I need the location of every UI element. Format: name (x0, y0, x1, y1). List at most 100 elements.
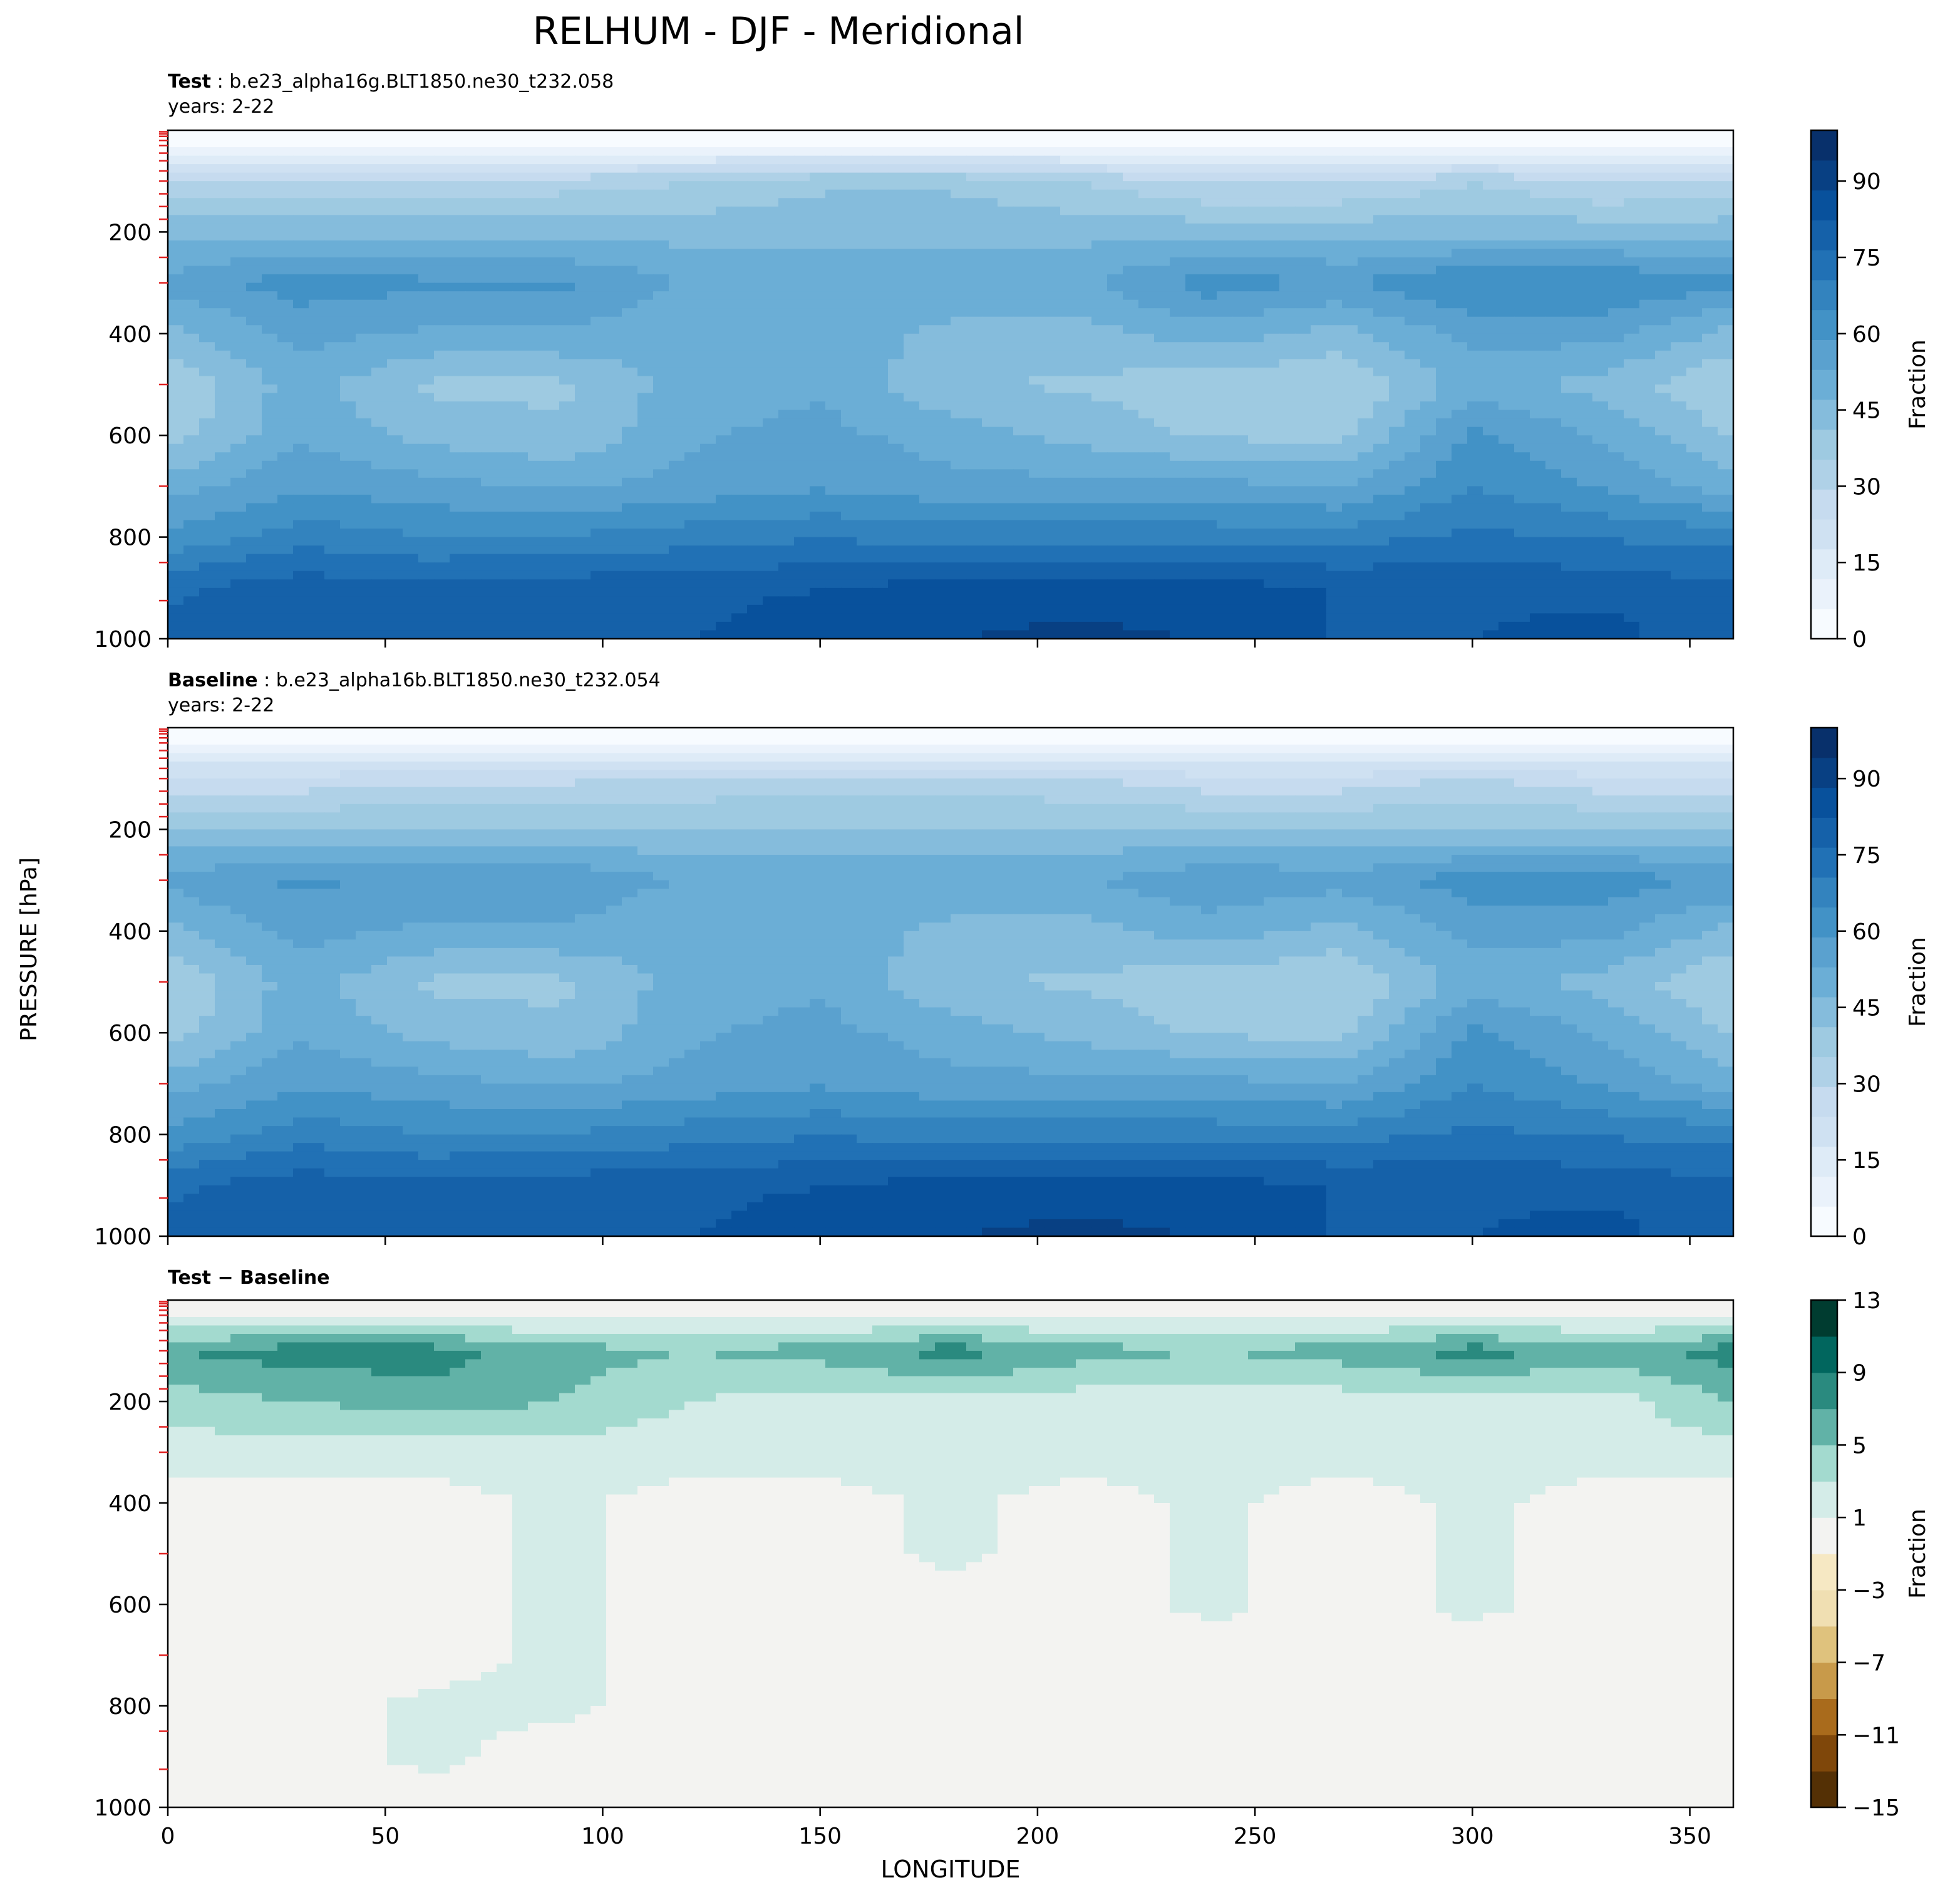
heatmap-cell (1170, 215, 1186, 224)
heatmap-cell (700, 325, 716, 334)
heatmap-cell (919, 520, 936, 529)
heatmap-cell (387, 452, 403, 462)
heatmap-cell (982, 367, 998, 377)
heatmap-cell (1483, 376, 1499, 385)
heatmap-cell (183, 316, 200, 326)
heatmap-cell (1389, 164, 1405, 173)
heatmap-cell (309, 477, 325, 487)
heatmap-cell (1498, 443, 1515, 453)
heatmap-cell (888, 130, 904, 140)
heatmap-cell (888, 503, 904, 512)
heatmap-cell (1091, 206, 1108, 215)
heatmap-cell (841, 477, 857, 487)
heatmap-cell (199, 452, 215, 462)
heatmap-cell (215, 316, 231, 326)
heatmap-cell (591, 418, 607, 428)
heatmap-cell (1639, 282, 1656, 292)
heatmap-cell (1498, 359, 1515, 368)
heatmap-cell (1326, 537, 1343, 546)
heatmap-cell (575, 469, 591, 478)
heatmap-cell (700, 520, 716, 529)
heatmap-cell (183, 232, 200, 241)
heatmap-cell (1436, 130, 1452, 140)
heatmap-cell (1295, 147, 1311, 157)
heatmap-cell (1091, 215, 1108, 224)
heatmap-cell (1373, 274, 1390, 284)
heatmap-cell (246, 410, 262, 419)
heatmap-cell (262, 138, 278, 148)
heatmap-cell (606, 452, 622, 462)
heatmap-cell (277, 223, 294, 232)
heatmap-cell (1091, 189, 1108, 199)
heatmap-cell (1311, 240, 1327, 250)
heatmap-cell (700, 460, 716, 470)
heatmap-cell (199, 477, 215, 487)
heatmap-cell (277, 426, 294, 436)
heatmap-cell (1107, 503, 1123, 512)
heatmap-cell (1702, 537, 1718, 546)
heatmap-cell (1358, 240, 1374, 250)
heatmap-cell (418, 512, 435, 521)
heatmap-cell (1545, 494, 1562, 504)
heatmap-cell (277, 266, 294, 275)
heatmap-cell (1545, 350, 1562, 359)
heatmap-cell (1138, 494, 1155, 504)
heatmap-cell (1671, 333, 1687, 343)
heatmap-cell (559, 138, 575, 148)
heatmap-cell (575, 215, 591, 224)
heatmap-cell (1608, 342, 1624, 351)
heatmap-cell (606, 155, 622, 165)
heatmap-cell (481, 520, 497, 529)
heatmap-cell (1655, 333, 1671, 343)
heatmap-cell (810, 232, 826, 241)
heatmap-cell (1702, 249, 1718, 258)
heatmap-cell (1076, 266, 1092, 275)
heatmap-cell (512, 232, 529, 241)
heatmap-cell (1264, 232, 1280, 241)
heatmap-cell (653, 385, 669, 394)
heatmap-cell (1342, 172, 1358, 182)
heatmap-cell (731, 537, 748, 546)
heatmap-cell (1702, 147, 1718, 157)
heatmap-cell (622, 385, 638, 394)
heatmap-cell (481, 443, 497, 453)
heatmap-cell (356, 410, 372, 419)
heatmap-cell (1592, 435, 1609, 445)
heatmap-cell (904, 385, 920, 394)
heatmap-cell (1279, 164, 1296, 173)
heatmap-cell (825, 147, 842, 157)
heatmap-cell (825, 333, 842, 343)
heatmap-cell (982, 426, 998, 436)
heatmap-cell (1624, 469, 1640, 478)
heatmap-cell (1373, 206, 1390, 215)
heatmap-cell (1201, 359, 1217, 368)
heatmap-cell (716, 215, 732, 224)
heatmap-cell (1264, 274, 1280, 284)
heatmap-cell (528, 164, 544, 173)
heatmap-cell (606, 164, 622, 173)
heatmap-cell (324, 198, 341, 207)
heatmap-cell (1436, 486, 1452, 495)
heatmap-cell (1483, 206, 1499, 215)
heatmap-cell (183, 367, 200, 377)
heatmap-cell (559, 189, 575, 199)
heatmap-cell (1436, 529, 1452, 538)
heatmap-cell (1592, 282, 1609, 292)
heatmap-cell (1608, 325, 1624, 334)
heatmap-cell (810, 545, 826, 555)
heatmap-cell (1530, 249, 1546, 258)
heatmap-cell (951, 282, 967, 292)
heatmap-cell (199, 240, 215, 250)
heatmap-cell (747, 367, 763, 377)
heatmap-cell (1279, 401, 1296, 411)
heatmap-cell (262, 291, 278, 301)
heatmap-cell (1608, 503, 1624, 512)
heatmap-cell (230, 274, 247, 284)
heatmap-cell (262, 477, 278, 487)
heatmap-cell (403, 469, 419, 478)
heatmap-cell (794, 376, 810, 385)
heatmap-cell (1483, 512, 1499, 521)
heatmap-cell (1154, 545, 1170, 555)
heatmap-cell (1405, 385, 1421, 394)
heatmap-cell (606, 138, 622, 148)
